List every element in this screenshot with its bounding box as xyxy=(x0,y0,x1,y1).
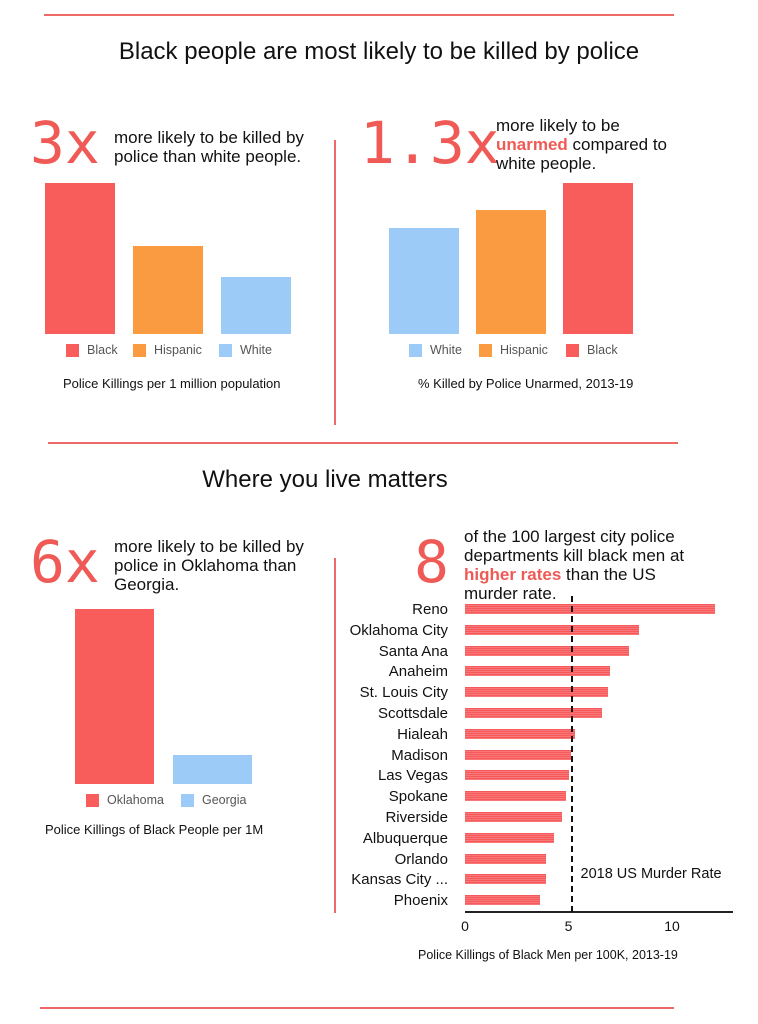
cities-big-number: 8 xyxy=(414,528,449,596)
legend-swatch xyxy=(133,343,146,357)
okla-big-number: 6x xyxy=(30,528,100,596)
city-bar xyxy=(465,645,629,656)
city-bar xyxy=(465,770,569,781)
left-blurb: more likely to be killed by police than … xyxy=(114,128,304,166)
city-label: Hialeah xyxy=(397,725,448,743)
legend-swatch xyxy=(409,343,422,357)
legend-swatch xyxy=(479,343,492,357)
top-divider xyxy=(44,14,674,16)
legend-item-hispanic: Hispanic xyxy=(479,343,548,357)
legend-label: Black xyxy=(587,343,618,357)
city-bar xyxy=(465,853,546,864)
city-bar xyxy=(465,604,716,614)
legend-item-oklahoma: Oklahoma xyxy=(86,793,164,807)
city-label: Santa Ana xyxy=(378,642,448,660)
city-bar xyxy=(465,728,575,739)
bar-oklahoma xyxy=(75,609,154,784)
murder-rate-reference-line xyxy=(570,596,573,912)
bar-white xyxy=(389,228,459,334)
chart3-caption: Police Killings of Black Men per 100K, 2… xyxy=(418,948,678,962)
city-label: Spokane xyxy=(388,788,448,806)
legend-label: Georgia xyxy=(202,793,247,807)
city-label: Albuquerque xyxy=(362,829,448,847)
chart1-caption: % Killed by Police Unarmed, 2013-19 xyxy=(418,376,634,391)
x-tick-label: 5 xyxy=(564,918,573,934)
legend-swatch xyxy=(219,343,232,357)
city-label: Scottsdale xyxy=(377,705,448,722)
right-blurb-highlight: unarmed xyxy=(496,135,568,154)
right-blurb-pre: more likely to be xyxy=(496,116,620,135)
bar-black xyxy=(563,183,633,334)
legend-item-white: White xyxy=(409,343,462,357)
city-label: Anaheim xyxy=(388,663,448,681)
legend-swatch xyxy=(66,343,79,357)
legend-label: Oklahoma xyxy=(107,793,164,807)
city-label: Oklahoma City xyxy=(349,621,448,639)
legend-label: Black xyxy=(87,343,118,357)
city-label: Riverside xyxy=(385,809,448,826)
city-label: Madison xyxy=(391,746,448,764)
okla-blurb: more likely to be killed by police in Ok… xyxy=(114,537,304,594)
bar-georgia xyxy=(173,754,252,784)
city-bar xyxy=(465,812,563,822)
section2-vertical-divider xyxy=(334,558,336,913)
city-label: Kansas City ... xyxy=(351,871,448,889)
right-blurb: more likely to be unarmed compared to wh… xyxy=(496,116,686,173)
legend-item-black: Black xyxy=(66,343,118,357)
section1-vertical-divider xyxy=(334,140,336,425)
middle-divider xyxy=(48,442,678,444)
bottom-divider xyxy=(40,1007,674,1009)
cities-blurb-post: than the US murder rate. xyxy=(464,565,656,603)
city-label: Phoenix xyxy=(393,892,448,910)
legend-item-black: Black xyxy=(566,343,618,357)
x-tick-label: 0 xyxy=(461,918,469,934)
city-label: Las Vegas xyxy=(377,767,448,785)
legend-item-white: White xyxy=(219,343,272,357)
bar-hispanic xyxy=(133,246,203,334)
right-blurb-post: compared to white people. xyxy=(496,135,668,173)
section1-heading: Black people are most likely to be kille… xyxy=(118,38,640,65)
x-axis-line xyxy=(465,911,733,913)
city-bar xyxy=(465,666,610,677)
left-big-number: 3x xyxy=(30,109,100,177)
legend-swatch xyxy=(181,793,194,807)
section2-heading: Where you live matters xyxy=(202,466,448,493)
city-label: Reno xyxy=(412,601,448,618)
right-big-number: 1.3x xyxy=(360,109,500,177)
city-bar xyxy=(465,708,602,718)
reference-line-label: 2018 US Murder Rate xyxy=(580,866,722,882)
legend-label: Hispanic xyxy=(154,343,202,357)
bar-hispanic xyxy=(476,210,546,334)
legend-item-georgia: Georgia xyxy=(181,793,246,807)
bar-white xyxy=(221,276,291,334)
legend-item-hispanic: Hispanic xyxy=(133,343,202,357)
x-tick-label: 10 xyxy=(664,918,680,934)
city-label: St. Louis City xyxy=(359,684,448,702)
cities-blurb-pre: of the 100 largest city police departmen… xyxy=(464,527,685,565)
chart0-caption: Police Killings per 1 million population xyxy=(63,376,281,391)
city-label: Orlando xyxy=(394,850,448,868)
legend-label: White xyxy=(430,343,462,357)
chart2-caption: Police Killings of Black People per 1M xyxy=(45,822,264,837)
city-bar xyxy=(465,687,608,698)
city-bar xyxy=(465,895,540,906)
city-bar xyxy=(465,832,554,843)
cities-blurb: of the 100 largest city police departmen… xyxy=(464,527,714,603)
city-bar xyxy=(465,749,571,760)
legend-swatch xyxy=(86,793,99,807)
bar-black xyxy=(45,183,115,334)
cities-blurb-highlight: higher rates xyxy=(464,565,562,584)
city-bar xyxy=(465,791,567,802)
legend-label: Hispanic xyxy=(500,343,548,357)
city-bar xyxy=(465,624,639,635)
legend-swatch xyxy=(566,343,579,357)
legend-label: White xyxy=(240,343,272,357)
city-bar xyxy=(465,874,546,885)
